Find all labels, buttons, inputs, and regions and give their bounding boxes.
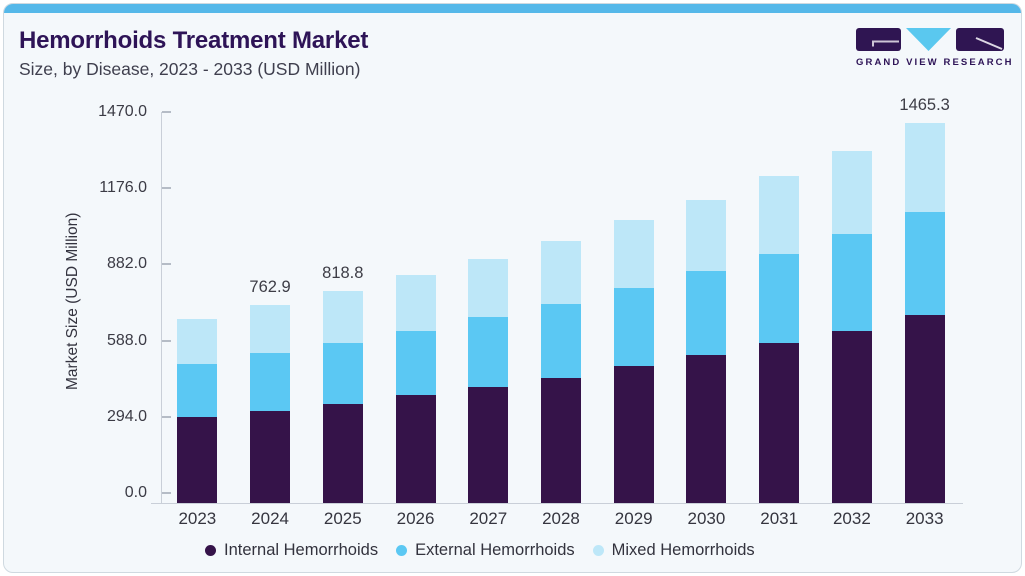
gvr-logo-icon (856, 28, 1004, 51)
bar-2028 (541, 241, 581, 503)
bar-segment (613, 288, 654, 367)
x-axis-line (151, 503, 963, 504)
stacked-bar-chart: Market Size (USD Million) 0.0 294.0 588.0 8… (4, 4, 1021, 572)
chart-legend: Internal Hemorrhoids External Hemorrhoids… (205, 540, 755, 560)
bar-2032 (831, 150, 872, 503)
x-tick-label: 2025 (323, 509, 362, 528)
legend-dot-icon (205, 544, 216, 556)
x-tick-label: 2032 (832, 509, 871, 528)
bar-segment (686, 270, 727, 356)
y-tick-mark (162, 263, 171, 266)
bar-segment (322, 342, 363, 404)
top-accent-bar (4, 4, 1021, 13)
bar-segment (759, 176, 800, 255)
bar-segment (250, 305, 291, 354)
bar-segment (904, 211, 945, 315)
y-tick-mark (162, 415, 171, 418)
bar-segment (686, 199, 727, 271)
bar-segment (250, 410, 291, 503)
bar-2031 (759, 176, 800, 503)
bar-segment (831, 150, 872, 234)
x-tick-label: 2031 (760, 509, 799, 528)
bar-segment (686, 355, 727, 503)
bar-segment (322, 290, 363, 343)
bar-segment (904, 314, 945, 503)
bar-2027 (468, 259, 509, 503)
legend-dot-icon (592, 544, 604, 556)
x-tick-label: 2030 (687, 509, 726, 528)
x-tick-label: 2029 (614, 509, 653, 528)
bar-segment (395, 330, 436, 396)
bar-segment (468, 259, 509, 318)
legend-item: External Hemorrhoids (396, 540, 575, 560)
y-tick-label: 294.0 (106, 407, 147, 425)
x-tick-label: 2024 (251, 509, 289, 528)
legend-label: External Hemorrhoids (415, 541, 575, 559)
bar-segment (250, 353, 291, 411)
bar-2029 (613, 220, 654, 503)
x-tick-label: 2026 (396, 509, 435, 528)
bar-2033 (904, 123, 945, 503)
bar-2030 (686, 199, 727, 503)
bar-segment (541, 241, 581, 304)
bar-segment (541, 303, 581, 378)
bar-2025 (322, 290, 363, 503)
bar-segment (468, 317, 509, 388)
legend-dot-icon (396, 544, 408, 556)
bar-2024 (250, 305, 291, 503)
gvr-logo: GRAND VIEW RESEARCH (856, 28, 1014, 68)
legend-label: Mixed Hemorrhoids (611, 541, 755, 559)
x-tick-label: 2033 (905, 509, 944, 528)
x-tick-label: 2023 (178, 509, 217, 528)
bar-segment (395, 395, 436, 503)
legend-item: Mixed Hemorrhoids (592, 540, 755, 560)
y-tick-mark (162, 492, 171, 494)
y-tick-mark (162, 111, 171, 113)
bar-2026 (395, 275, 436, 503)
bar-segment (541, 377, 581, 503)
bar-segment (759, 343, 800, 503)
bar-segment (904, 123, 945, 212)
bar-segment (831, 233, 872, 332)
x-tick-label: 2027 (469, 509, 508, 528)
bar-total-label: 762.9 (249, 278, 291, 297)
page-subtitle: Size, by Disease, 2023 - 2033 (USD Milli… (19, 59, 361, 79)
bar-segment (468, 387, 509, 503)
y-tick-label: 882.0 (106, 255, 147, 273)
bar-segment (831, 331, 872, 503)
x-tick-label: 2028 (542, 509, 580, 528)
report-card: Hemorrhoids Treatment Market Size, by Di… (3, 3, 1022, 573)
bar-segment (613, 220, 654, 289)
y-tick-mark (162, 339, 171, 342)
bar-segment (177, 364, 218, 418)
bar-segment (322, 403, 363, 503)
bar-total-label: 1465.3 (899, 96, 950, 115)
bar-segment (613, 366, 654, 503)
page-title: Hemorrhoids Treatment Market (19, 27, 369, 54)
bar-segment (177, 417, 218, 503)
bar-2023 (177, 319, 218, 503)
bar-segment (395, 275, 436, 331)
y-tick-label: 1176.0 (99, 179, 147, 197)
y-tick-label: 1470.0 (98, 103, 147, 120)
bar-segment (177, 319, 218, 365)
gvr-logo-text: GRAND VIEW RESEARCH (856, 57, 1014, 68)
legend-label: Internal Hemorrhoids (224, 541, 379, 559)
legend-item: Internal Hemorrhoids (205, 540, 378, 560)
bar-segment (759, 254, 800, 344)
y-tick-mark (162, 187, 171, 190)
bar-total-label: 818.8 (322, 263, 364, 282)
y-axis-line (161, 112, 162, 503)
y-tick-label: 588.0 (106, 331, 147, 349)
y-tick-label: 0.0 (124, 484, 147, 501)
